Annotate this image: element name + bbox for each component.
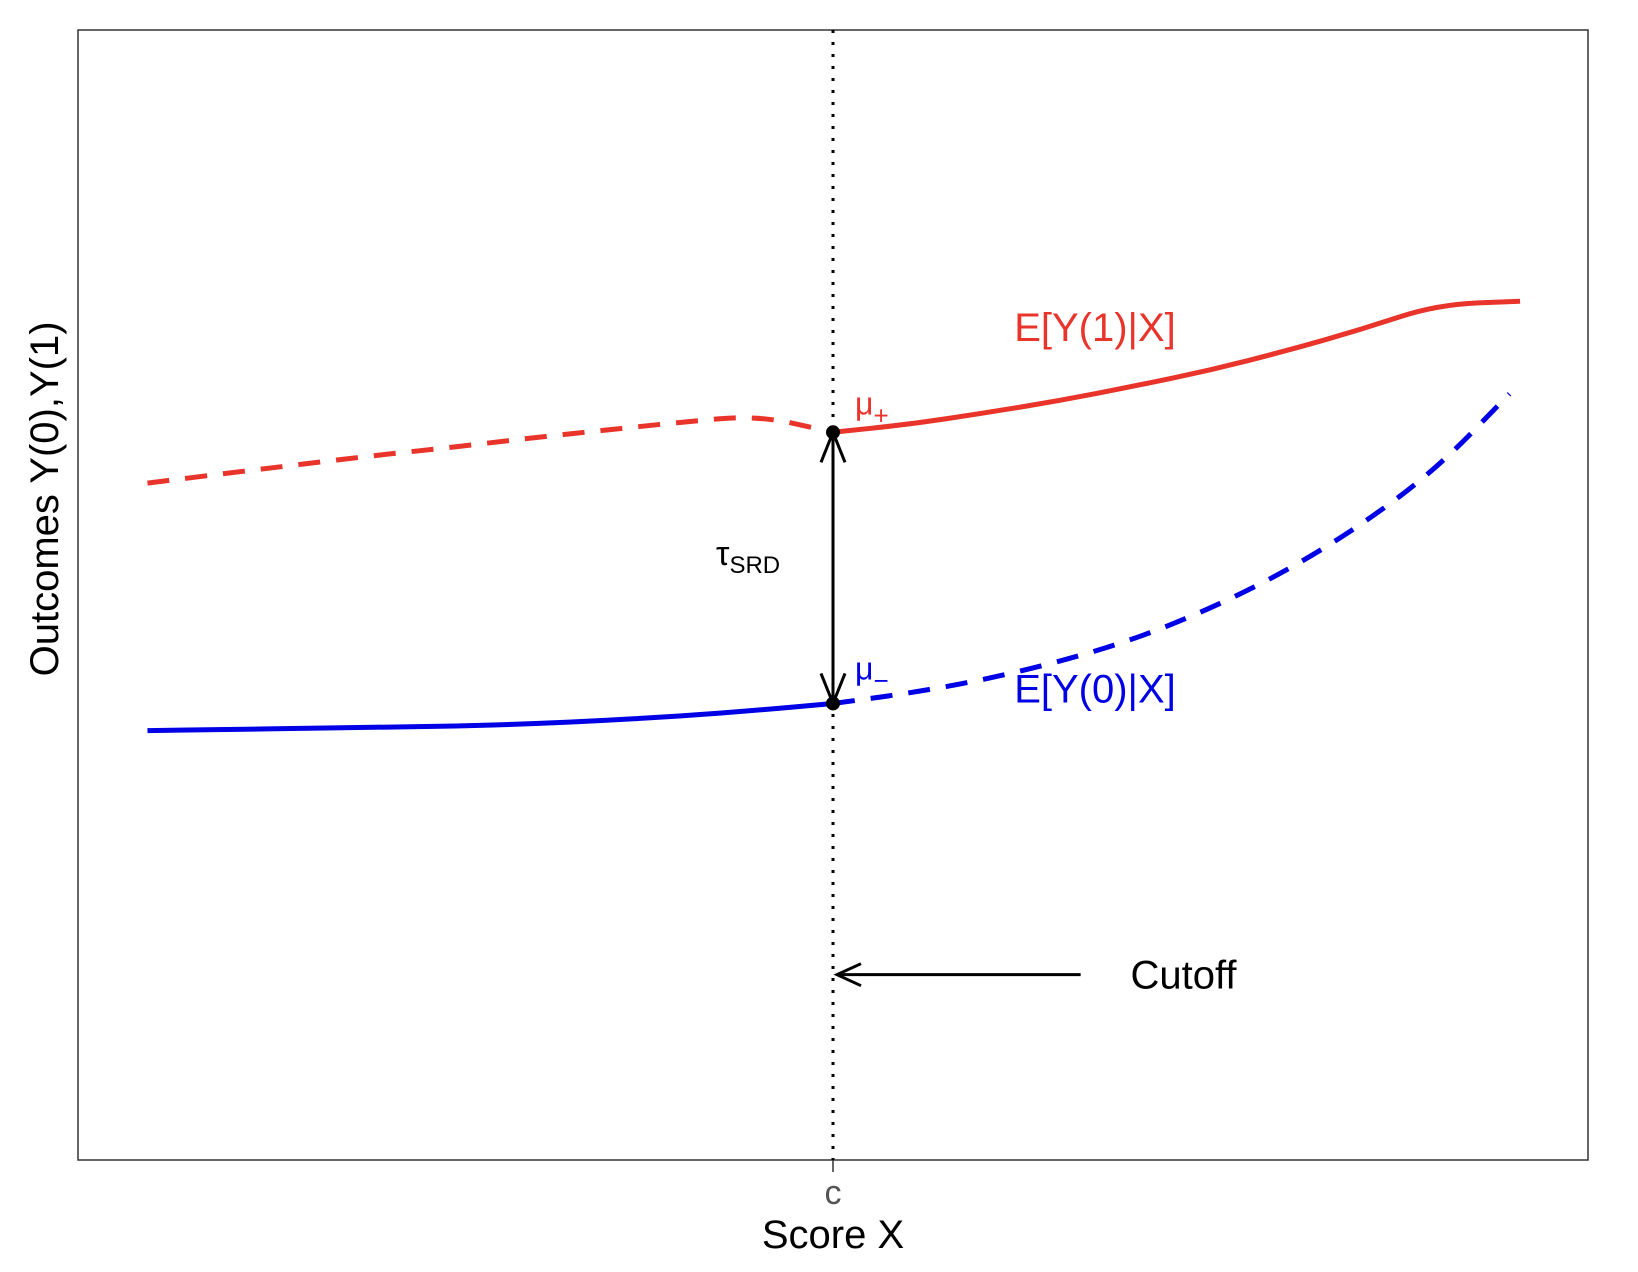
x-axis-label: Score X — [762, 1213, 904, 1257]
series-line-y0-dashed — [832, 392, 1512, 706]
mu-plus-label: μ+ — [855, 385, 889, 430]
series-line-y1-dashed — [147, 415, 834, 486]
series-layer — [147, 298, 1521, 734]
cutoff-arrowhead — [833, 962, 862, 988]
mu-minus-point — [826, 696, 840, 711]
mu-plus-point — [826, 425, 840, 440]
tau-srd-label: τSRD — [716, 535, 780, 579]
cutoff-label: Cutoff — [1130, 954, 1237, 998]
x-tick-label: c — [825, 1174, 842, 1212]
y-axis-label: Outcomes Y(0),Y(1) — [23, 321, 67, 676]
series-label-y0: E[Y(0)|X] — [1014, 667, 1176, 711]
mu-minus-label: μ− — [855, 650, 889, 695]
series-line-y1-solid — [832, 298, 1521, 435]
series-line-y0-solid — [147, 700, 834, 734]
series-label-y1: E[Y(1)|X] — [1014, 306, 1176, 350]
